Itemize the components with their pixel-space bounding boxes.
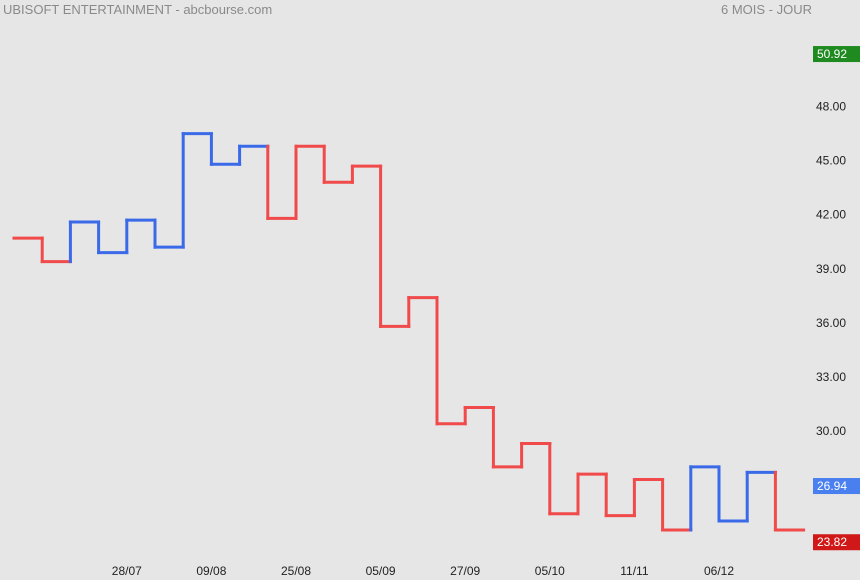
x-tick-label: 28/07 [112, 564, 142, 578]
min-value-badge-bg [813, 534, 860, 551]
y-tick-label: 39.00 [816, 262, 846, 276]
max-value-badge-bg [813, 46, 860, 63]
x-tick-label: 11/11 [620, 564, 649, 578]
max-value-badge: 50.92 [817, 47, 847, 61]
x-tick-label: 05/09 [366, 564, 396, 578]
x-tick-label: 09/08 [196, 564, 226, 578]
y-tick-label: 42.00 [816, 208, 846, 222]
price-line [12, 132, 806, 532]
last-value-badge-bg [813, 478, 860, 495]
x-axis: 28/07 09/08 25/08 05/09 27/09 05/10 11/11 06/12 [112, 564, 735, 578]
y-tick-label: 36.00 [816, 316, 846, 330]
y-axis: 24.0027.0030.0033.0036.0039.0042.0045.00… [816, 46, 846, 546]
min-value-badge: 23.82 [817, 535, 847, 549]
value-badges: 50.92 26.94 23.82 [813, 46, 860, 551]
y-tick-label: 48.00 [816, 100, 846, 114]
x-tick-label: 25/08 [281, 564, 311, 578]
y-tick-label: 45.00 [816, 154, 846, 168]
last-value-badge: 26.94 [817, 479, 847, 493]
x-tick-label: 27/09 [450, 564, 480, 578]
x-tick-label: 05/10 [535, 564, 565, 578]
chart-title: UBISOFT ENTERTAINMENT - abcbourse.com [3, 2, 273, 17]
y-tick-label: 33.00 [816, 370, 846, 384]
x-tick-label: 06/12 [704, 564, 734, 578]
y-tick-label: 30.00 [816, 424, 846, 438]
period-label[interactable]: 6 MOIS - JOUR [720, 2, 812, 17]
